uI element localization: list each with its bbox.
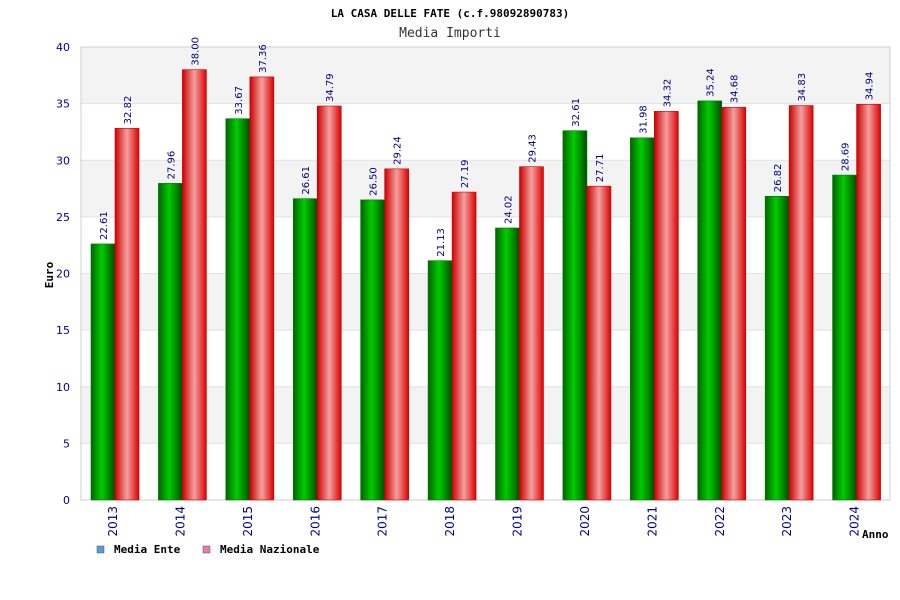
plot-border <box>80 46 891 501</box>
data-label: 26.50 <box>369 167 380 196</box>
data-label: 32.82 <box>123 96 134 125</box>
data-label: 34.94 <box>865 72 876 101</box>
x-tick-label: 2018 <box>443 506 457 537</box>
bar-media-nazionale-2013 <box>114 128 140 501</box>
data-label: 33.67 <box>234 86 245 115</box>
x-tick-label: 2020 <box>578 506 592 537</box>
grid-band <box>81 273 890 331</box>
data-label: 27.19 <box>460 159 471 188</box>
bar-media-ente-2023 <box>764 195 790 501</box>
bar-media-ente-2019 <box>495 227 520 501</box>
x-axis-label: Anno <box>862 528 889 541</box>
x-tick-label: 2016 <box>308 506 322 537</box>
plot-area <box>80 46 891 501</box>
y-tick-label: 35 <box>56 98 70 111</box>
x-axis: 2013 2014 2015 2016 2017 2018 2019 2020 2021 2022… <box>106 506 862 537</box>
bar-media-nazionale-2021 <box>654 111 679 501</box>
y-tick-label: 20 <box>56 268 70 281</box>
grid-band <box>81 443 890 500</box>
data-label: 26.82 <box>773 164 784 193</box>
x-tick-label: 2023 <box>780 506 794 537</box>
bars: 22.61 32.82 27.96 38.00 33.67 37.36 26.61 34.79… <box>90 37 881 501</box>
bar-media-nazionale-2014 <box>182 69 207 501</box>
legend: Media Ente Media Nazionale <box>96 543 320 556</box>
y-tick-label: 5 <box>63 437 70 450</box>
bar-media-ente-2015 <box>225 118 251 501</box>
x-tick-label: 2022 <box>713 506 727 537</box>
data-label: 21.13 <box>436 228 447 257</box>
bar-media-ente-2024 <box>832 174 857 501</box>
bar-media-nazionale-2017 <box>384 168 409 501</box>
bar-media-nazionale-2023 <box>788 105 814 501</box>
bar-media-ente-2014 <box>158 183 183 501</box>
data-label: 34.79 <box>325 73 336 102</box>
bar-media-ente-2020 <box>562 130 588 501</box>
grid-band <box>81 103 890 161</box>
bar-media-nazionale-2020 <box>586 185 612 501</box>
bar-media-nazionale-2018 <box>451 191 477 501</box>
data-label: 27.71 <box>595 154 606 183</box>
data-label: 27.96 <box>166 151 177 180</box>
chart-title: LA CASA DELLE FATE (c.f.98092890783) <box>331 7 569 20</box>
data-label: 32.61 <box>571 98 582 127</box>
x-tick-label: 2013 <box>106 506 120 537</box>
bar-media-nazionale-2016 <box>316 105 342 501</box>
legend-label-media-nazionale: Media Nazionale <box>220 543 320 556</box>
bar-media-ente-2016 <box>292 198 318 501</box>
bar-media-nazionale-2024 <box>856 104 881 501</box>
data-label: 28.69 <box>841 142 852 171</box>
data-label: 22.61 <box>99 211 110 240</box>
bar-media-nazionale-2015 <box>249 76 275 501</box>
data-label: 29.24 <box>393 136 404 165</box>
x-tick-label: 2017 <box>376 506 390 537</box>
chart-subtitle: Media Importi <box>399 26 501 41</box>
bar-media-ente-2017 <box>360 199 385 501</box>
grid-band <box>81 216 890 274</box>
bar-media-ente-2018 <box>427 260 453 501</box>
bar-media-ente-2022 <box>697 100 723 501</box>
legend-label-media-ente: Media Ente <box>114 543 181 556</box>
bar-media-nazionale-2022 <box>721 106 747 501</box>
y-tick-label: 15 <box>56 324 70 337</box>
data-label: 34.32 <box>662 79 673 108</box>
data-label: 37.36 <box>258 44 269 73</box>
legend-swatch-media-nazionale <box>202 545 211 554</box>
grid-band <box>81 386 890 444</box>
data-label: 24.02 <box>504 195 515 224</box>
data-label: 38.00 <box>190 37 201 66</box>
data-label: 35.24 <box>706 68 717 97</box>
bar-media-ente-2013 <box>90 243 116 501</box>
data-label: 26.61 <box>301 166 312 195</box>
data-label: 34.83 <box>797 73 808 102</box>
x-tick-label: 2019 <box>511 506 525 537</box>
bar-media-nazionale-2019 <box>519 166 544 501</box>
x-tick-label: 2015 <box>241 506 255 537</box>
y-axis-label: Euro <box>43 261 56 288</box>
y-tick-label: 40 <box>56 41 70 54</box>
grid-band <box>81 47 890 104</box>
grid-band <box>81 160 890 217</box>
x-tick-label: 2024 <box>848 506 862 537</box>
bar-media-ente-2021 <box>630 137 655 501</box>
y-axis: 0 5 10 15 20 25 30 35 40 <box>56 41 70 507</box>
data-label: 34.68 <box>730 75 741 104</box>
legend-swatch-media-ente <box>96 545 105 554</box>
y-tick-label: 10 <box>56 381 70 394</box>
grid-band <box>81 330 890 387</box>
data-label: 29.43 <box>528 134 539 163</box>
y-tick-label: 25 <box>56 211 70 224</box>
y-tick-label: 30 <box>56 154 70 167</box>
y-tick-label: 0 <box>63 494 70 507</box>
x-tick-label: 2021 <box>645 506 659 537</box>
x-tick-label: 2014 <box>173 506 187 537</box>
data-label: 31.98 <box>638 105 649 134</box>
